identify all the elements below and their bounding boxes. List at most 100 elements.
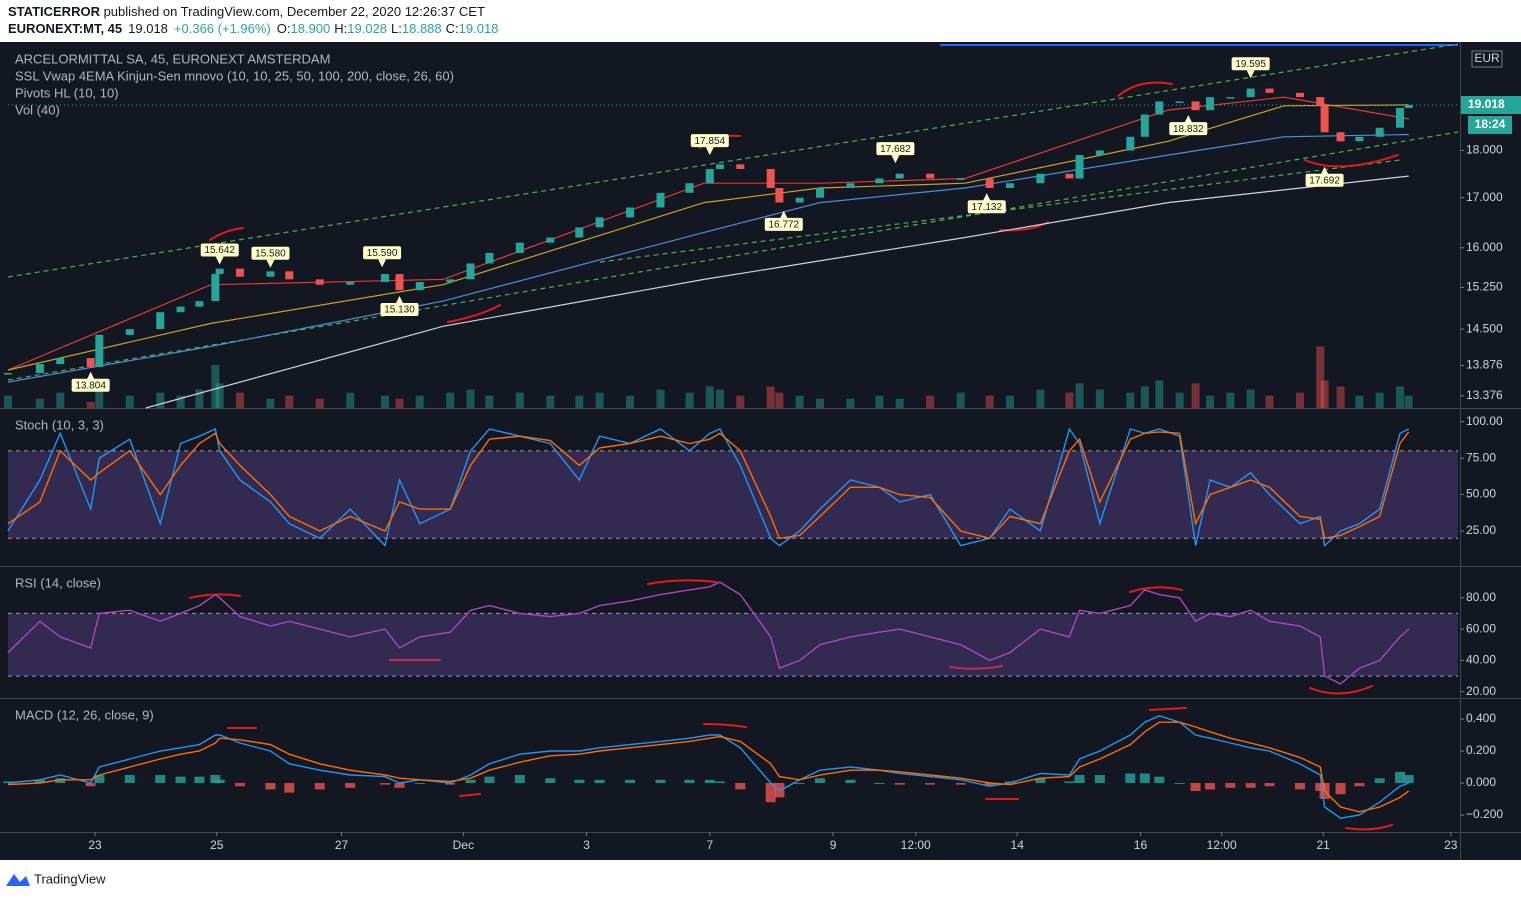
histogram-bar	[85, 783, 96, 787]
histogram-bar	[314, 783, 325, 790]
pivot-pointer	[982, 193, 991, 202]
volume-bar	[195, 389, 204, 408]
indicator-line	[7, 427, 1410, 548]
volume-bar	[546, 395, 555, 408]
pivot-box	[690, 134, 729, 148]
y-tick-label: 100.00	[1466, 414, 1503, 428]
candle	[1336, 132, 1345, 142]
histogram-bar	[1094, 775, 1105, 784]
pivot-pointer	[215, 256, 224, 265]
chart-title: ARCELORMITTAL SA, 45, EURONEXT AMSTERDAM	[15, 51, 330, 66]
candle	[715, 164, 724, 170]
volume-bar	[515, 392, 524, 408]
candle	[1075, 155, 1084, 179]
volume-bar	[1316, 346, 1325, 408]
pivot-pointer	[378, 259, 387, 268]
candle	[1155, 101, 1164, 115]
volume-bar	[1206, 395, 1215, 408]
author: STATICERROR	[8, 4, 101, 19]
candle	[381, 274, 389, 283]
candle	[466, 263, 475, 280]
candle	[1396, 107, 1404, 128]
legend-entry: SSL Vwap 4EMA Kinjun-Sen mnovo (10, 10, …	[15, 68, 454, 83]
histogram-bar	[55, 778, 66, 784]
volume-bar	[215, 383, 224, 408]
candle	[985, 178, 994, 189]
histogram-bar	[155, 775, 166, 784]
volume-bar	[1126, 392, 1135, 408]
candle	[236, 268, 244, 277]
pivot-pointer	[1184, 115, 1193, 124]
y-tick-label: 40.00	[1466, 653, 1496, 667]
x-tick-label: 23	[88, 838, 102, 852]
y-tick-label: 13.376	[1466, 388, 1503, 402]
candle	[816, 188, 824, 198]
x-tick-label: 23	[1444, 838, 1458, 852]
volume-bar	[1265, 395, 1274, 408]
candle	[1036, 173, 1045, 184]
moving-average	[7, 96, 1409, 371]
histogram-bar	[1335, 783, 1346, 795]
volume-bar	[381, 395, 389, 408]
y-tick-label: 14.500	[1466, 321, 1503, 335]
histogram-bar	[210, 775, 221, 784]
drawn-arc	[1149, 707, 1187, 711]
candle	[1404, 104, 1413, 108]
x-tick-label: 16	[1134, 838, 1148, 852]
volume-bar	[1095, 389, 1104, 408]
pivot-pointer	[1246, 70, 1255, 79]
volume-bar	[1295, 392, 1304, 408]
channel-line	[7, 43, 1459, 278]
candle	[705, 169, 714, 184]
header-bg	[0, 0, 1521, 42]
legend-entry: Pivots HL (10, 10)	[15, 85, 119, 100]
countdown: 18:24	[1475, 117, 1506, 131]
histogram-bar	[845, 779, 856, 784]
volume-bar	[1036, 389, 1045, 408]
legend-entry: Vol (40)	[15, 102, 60, 117]
volume-bar	[1065, 392, 1074, 408]
histogram-bar	[1035, 778, 1046, 784]
moving-average	[145, 175, 1409, 409]
last: 19.018	[128, 21, 168, 36]
candle	[395, 274, 404, 291]
candle	[211, 274, 220, 302]
histogram-bar	[1245, 783, 1256, 788]
volume-bar	[285, 395, 294, 408]
y-tick-label: 25.00	[1466, 523, 1496, 537]
histogram-bar	[984, 783, 995, 787]
y-tick-label: 75.00	[1466, 450, 1496, 464]
candle	[315, 279, 324, 285]
currency: EUR	[1474, 51, 1500, 65]
drawn-arc	[647, 579, 717, 585]
histogram-bar	[284, 783, 295, 793]
volume-bar	[1246, 389, 1255, 408]
candle	[875, 178, 884, 184]
y-tick-label: 0.000	[1466, 775, 1496, 789]
histogram-bar	[1174, 783, 1185, 785]
pivot-label: 16.772	[768, 219, 799, 230]
histogram-bar	[874, 783, 885, 785]
volume-bar	[956, 392, 965, 408]
panel-separators	[0, 42, 1521, 860]
y-tick-label: 50.00	[1466, 487, 1496, 501]
volume-bar	[395, 398, 404, 408]
candle	[266, 271, 275, 277]
indicator-line	[7, 431, 1410, 540]
volume-bar	[1175, 392, 1184, 408]
histogram-bar	[414, 783, 425, 785]
histogram-bar	[1190, 783, 1201, 792]
publish-line: STATICERROR published on TradingView.com…	[8, 4, 485, 19]
x-tick-label: 21	[1316, 838, 1330, 852]
volume-bar	[86, 401, 95, 408]
candle	[415, 282, 424, 291]
footer-bg	[0, 860, 1521, 898]
logo-icon	[6, 874, 30, 886]
histogram-bar	[545, 778, 556, 784]
y-tick-label: 0.200	[1466, 743, 1496, 757]
indicator-line	[7, 721, 1410, 813]
candle	[775, 188, 784, 203]
panel-title: MACD (12, 26, close, 9)	[15, 707, 154, 722]
candle	[56, 358, 65, 365]
volume-bar	[595, 392, 604, 408]
